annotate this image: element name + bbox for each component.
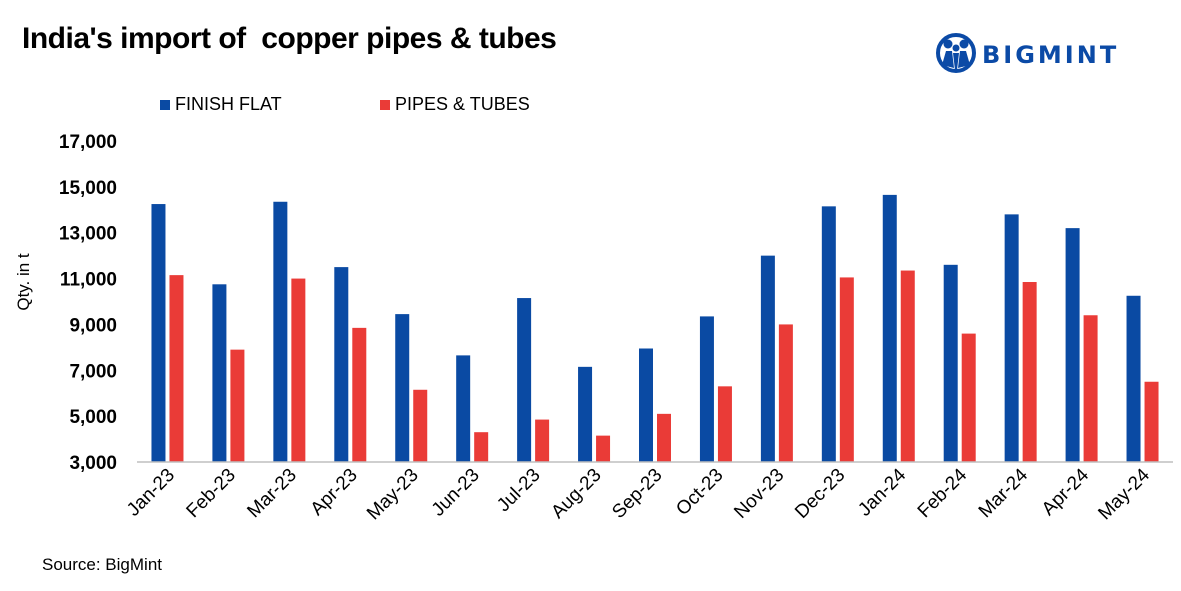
legend-label-pipes-tubes: PIPES & TUBES	[395, 94, 530, 114]
y-tick-label: 15,000	[59, 178, 117, 199]
bar-finish-flat	[1065, 228, 1080, 462]
bar-pipes-tubes	[413, 389, 428, 462]
x-tick-label: Jan-23	[123, 465, 179, 521]
bar-pipes-tubes	[169, 275, 184, 462]
y-tick-label: 3,000	[69, 453, 117, 474]
x-tick-label: Feb-24	[914, 464, 972, 522]
x-tick-label: Mar-24	[975, 464, 1033, 522]
bar-finish-flat	[639, 348, 653, 462]
bar-pipes-tubes	[1144, 381, 1159, 462]
y-tick-label: 13,000	[59, 224, 117, 245]
bar-finish-flat	[943, 264, 958, 462]
bar-finish-flat	[334, 267, 349, 462]
chart-title: India's import of copper pipes & tubes	[22, 22, 557, 55]
bar-pipes-tubes	[474, 432, 489, 462]
x-tick-label: Feb-23	[183, 465, 240, 522]
source-note: Source: BigMint	[42, 555, 162, 574]
bar-pipes-tubes	[961, 333, 976, 462]
bigmint-logo: BIGMINT	[936, 32, 1120, 79]
bigmint-logo-text: BIGMINT	[982, 41, 1120, 69]
legend-label-finish-flat: FINISH FLAT	[175, 94, 282, 114]
bar-pipes-tubes	[839, 277, 854, 462]
bar-finish-flat	[395, 314, 410, 462]
bar-finish-flat	[821, 206, 836, 462]
y-tick-label: 9,000	[69, 315, 117, 336]
bar-pipes-tubes	[230, 349, 245, 462]
bar-finish-flat	[212, 284, 227, 462]
bar-finish-flat	[151, 204, 166, 462]
bar-pipes-tubes	[717, 386, 732, 462]
bar-finish-flat	[273, 201, 288, 462]
legend-swatch-pipes-tubes	[380, 99, 390, 110]
bar-finish-flat	[456, 355, 471, 462]
x-tick-label: Nov-23	[730, 465, 788, 523]
y-tick-label: 17,000	[59, 132, 117, 153]
legend-swatch-finish-flat	[160, 99, 170, 110]
bar-finish-flat	[517, 298, 532, 462]
x-tick-label: Aug-23	[547, 465, 605, 523]
x-tick-label: May-24	[1094, 464, 1154, 524]
x-tick-label: Dec-23	[791, 465, 849, 523]
y-tick-label: 11,000	[60, 270, 117, 291]
legend-item-pipes-tubes: PIPES & TUBES	[380, 94, 530, 115]
x-tick-label: Oct-23	[672, 465, 727, 520]
y-tick-label: 5,000	[69, 407, 117, 428]
x-tick-label: Apr-24	[1038, 464, 1093, 519]
bigmint-people-icon	[936, 32, 976, 79]
bar-pipes-tubes	[900, 270, 915, 462]
bar-pipes-tubes	[778, 324, 793, 462]
bar-pipes-tubes	[596, 435, 611, 462]
bar-finish-flat	[1004, 214, 1019, 462]
x-tick-label: Sep-23	[608, 465, 666, 523]
bar-finish-flat	[1126, 295, 1141, 462]
legend-item-finish-flat: FINISH FLAT	[160, 94, 282, 115]
bar-finish-flat	[578, 366, 593, 462]
bar-pipes-tubes	[535, 419, 550, 462]
bar-pipes-tubes	[657, 413, 671, 462]
y-tick-label: 7,000	[69, 361, 117, 382]
bar-pipes-tubes	[1022, 282, 1037, 462]
bar-finish-flat	[882, 194, 897, 462]
bar-pipes-tubes	[1083, 315, 1098, 462]
bar-pipes-tubes	[352, 327, 367, 462]
x-tick-label: May-23	[363, 465, 423, 525]
bar-pipes-tubes	[291, 278, 306, 462]
x-tick-label: Apr-23	[307, 465, 362, 520]
bar-finish-flat	[760, 255, 775, 462]
x-tick-label: Jul-23	[493, 465, 544, 516]
x-tick-label: Jun-23	[428, 465, 484, 521]
bar-finish-flat	[699, 316, 714, 462]
x-tick-label: Mar-23	[243, 465, 300, 522]
x-tick-label: Jan-24	[854, 464, 910, 520]
